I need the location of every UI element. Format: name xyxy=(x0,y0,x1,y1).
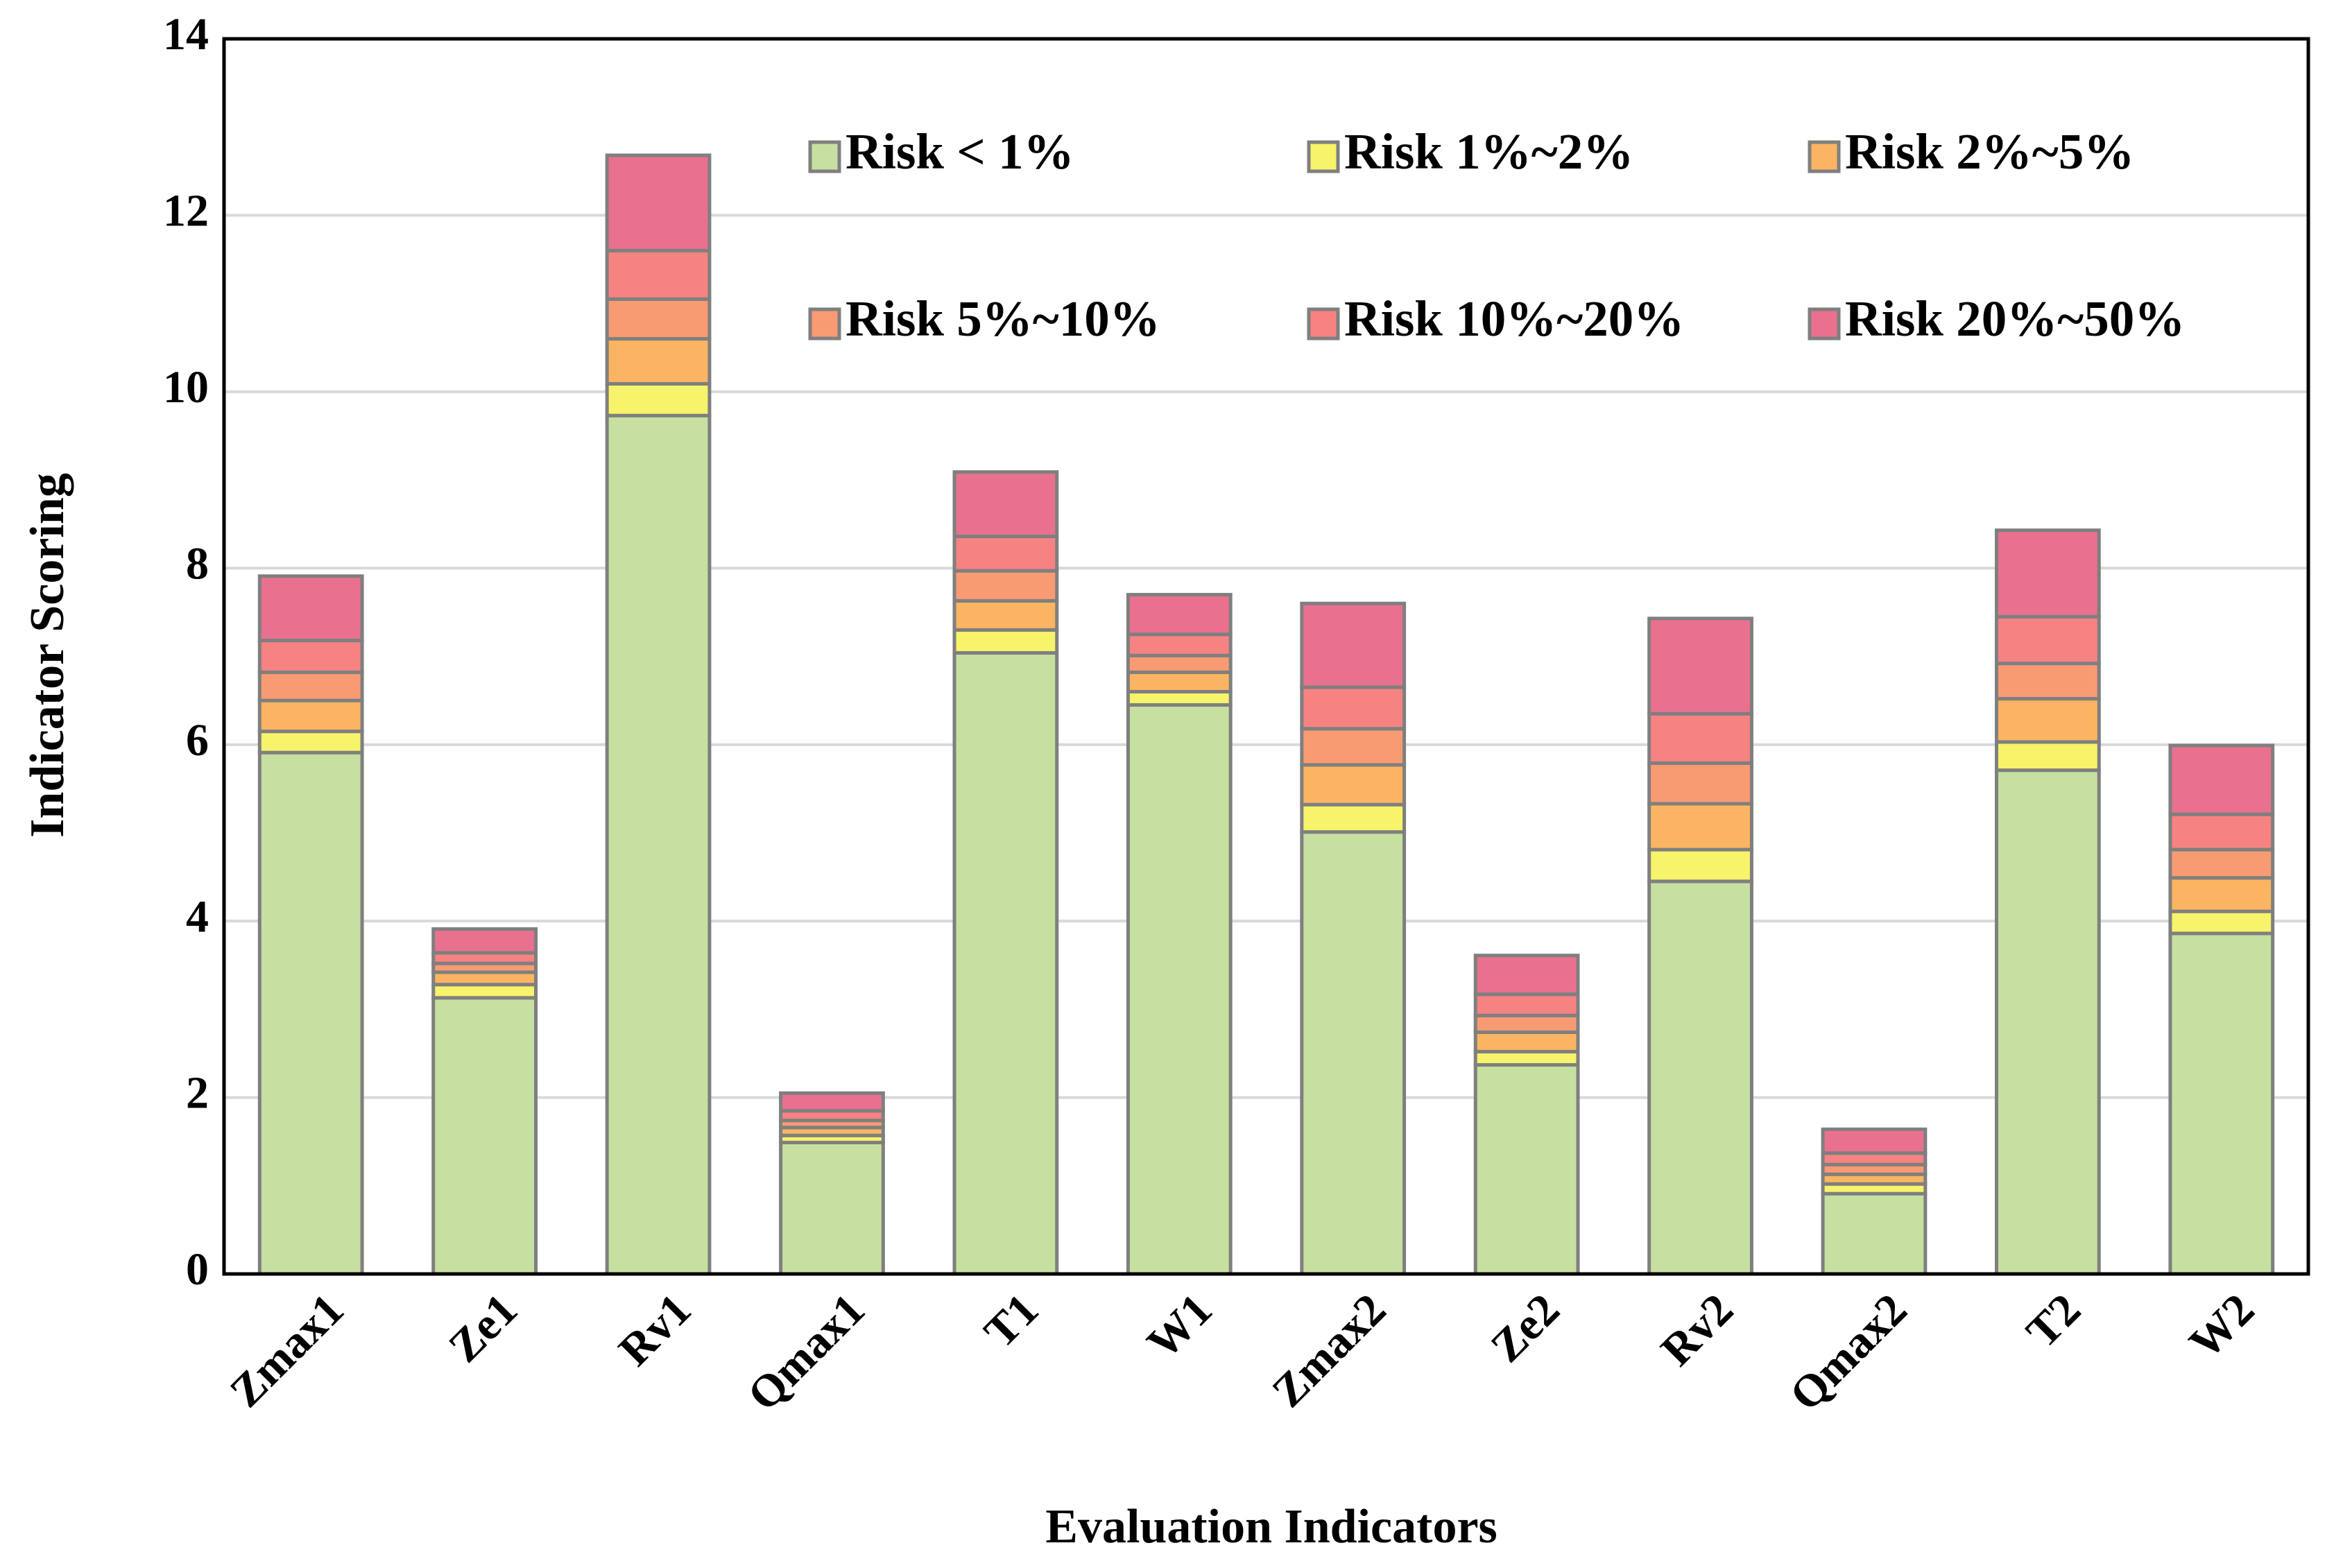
y-tick-label: 6 xyxy=(186,715,209,766)
bar-segment xyxy=(1473,1030,1580,1053)
bar-segment xyxy=(431,970,538,987)
plot-frame xyxy=(222,37,2310,1276)
x-tick-label: T2 xyxy=(2017,1284,2091,1358)
bar-segment xyxy=(2168,847,2275,880)
bar-segment xyxy=(1300,830,1407,1276)
bar-segment xyxy=(952,534,1059,573)
bar-segment xyxy=(952,651,1059,1276)
bar-segment xyxy=(2168,743,2275,816)
bar-segment xyxy=(1647,712,1753,765)
x-tick-label: Rv1 xyxy=(609,1284,701,1376)
legend-label: Risk 5%~10% xyxy=(846,291,1160,347)
bar-segment xyxy=(1995,768,2101,1276)
bar-segment xyxy=(1126,670,1233,693)
bar-segment xyxy=(1473,1063,1580,1276)
bar-segment xyxy=(1995,697,2101,744)
x-tick-label: Ze2 xyxy=(1482,1284,1570,1372)
y-tick-label: 8 xyxy=(186,538,209,589)
bar-segment xyxy=(257,698,364,734)
bar-segment xyxy=(605,381,712,417)
bar-segment xyxy=(1300,727,1407,767)
x-tick-label: Rv2 xyxy=(1651,1284,1743,1376)
x-tick-label: W2 xyxy=(2179,1284,2264,1369)
bar-segment xyxy=(1995,740,2101,773)
bar-segment xyxy=(952,569,1059,603)
bar-segment xyxy=(1647,761,1753,806)
bar-segment xyxy=(1300,763,1407,807)
bar-segment xyxy=(1821,1191,1928,1276)
bar-segment xyxy=(257,670,364,703)
bar-segment xyxy=(952,628,1059,655)
bar-segment xyxy=(605,248,712,301)
legend-swatch xyxy=(1808,140,1841,173)
bar-segment xyxy=(431,983,538,1000)
bar-segment xyxy=(431,927,538,955)
legend-swatch xyxy=(808,140,841,173)
bar-segment xyxy=(1647,847,1753,884)
y-tick-label: 4 xyxy=(186,891,209,942)
bar-segment xyxy=(2168,931,2275,1276)
legend-label: Risk 2%~5% xyxy=(1845,123,2134,180)
bar-segment xyxy=(1473,1049,1580,1067)
legend-swatch xyxy=(1307,307,1340,341)
bar-segment xyxy=(1995,614,2101,666)
bar-segment xyxy=(605,413,712,1276)
x-tick-label: W1 xyxy=(1138,1284,1222,1369)
legend-swatch xyxy=(808,307,841,341)
y-tick-label: 10 xyxy=(163,362,209,413)
bar-segment xyxy=(2168,909,2275,936)
bar-segment xyxy=(1126,632,1233,657)
y-tick-label: 14 xyxy=(163,9,209,60)
bar-segment xyxy=(1473,954,1580,997)
legend-label: Risk < 1% xyxy=(846,123,1074,180)
bar-segment xyxy=(1300,685,1407,731)
bar-segment xyxy=(605,337,712,386)
x-tick-label: Zmax2 xyxy=(1262,1284,1396,1418)
x-tick-label: Ze1 xyxy=(439,1284,527,1372)
x-tick-label: Qmax2 xyxy=(1780,1284,1916,1421)
bar-segment xyxy=(1126,653,1233,674)
bar-segment xyxy=(1126,592,1233,637)
bar-segment xyxy=(1647,879,1753,1276)
bar-segment xyxy=(2168,812,2275,852)
bar-segment xyxy=(1473,1013,1580,1034)
bar-segment xyxy=(1300,601,1407,689)
bar-segment xyxy=(952,470,1059,538)
x-tick-label: Qmax1 xyxy=(738,1284,875,1421)
bar-segment xyxy=(1995,662,2101,701)
bar-segment xyxy=(1300,802,1407,834)
bar-segment xyxy=(1473,992,1580,1017)
bar-segment xyxy=(2168,876,2275,913)
legend-label: Risk 10%~20% xyxy=(1344,291,1684,347)
bar-segment xyxy=(952,598,1059,632)
y-tick-label: 12 xyxy=(163,186,209,236)
bar-segment xyxy=(605,297,712,341)
legend-swatch xyxy=(1307,140,1340,173)
x-tick-label: T1 xyxy=(975,1284,1048,1358)
bar-segment xyxy=(257,639,364,674)
legend-swatch xyxy=(1808,307,1841,341)
y-tick-label: 0 xyxy=(186,1244,209,1295)
y-tick-label: 2 xyxy=(186,1068,209,1119)
bar-segment xyxy=(779,1140,885,1276)
y-axis-title: Indicator Scoring xyxy=(21,473,74,838)
bar-segment xyxy=(605,153,712,252)
bar-segment xyxy=(1821,1127,1928,1155)
bar-segment xyxy=(257,750,364,1276)
bar-segment xyxy=(1126,689,1233,707)
x-tick-label: Zmax1 xyxy=(221,1284,354,1418)
bar-segment xyxy=(779,1091,885,1113)
bar-segment xyxy=(1647,802,1753,852)
bar-segment xyxy=(257,730,364,755)
x-axis-title: Evaluation Indicators xyxy=(1045,1500,1497,1553)
legend-label: Risk 1%~2% xyxy=(1344,123,1633,180)
bar-segment xyxy=(1647,617,1753,716)
legend-label: Risk 20%~50% xyxy=(1845,291,2185,347)
bar-segment xyxy=(431,996,538,1276)
bar-segment xyxy=(1995,528,2101,619)
bar-segment xyxy=(1126,703,1233,1276)
bar-segment xyxy=(257,574,364,643)
